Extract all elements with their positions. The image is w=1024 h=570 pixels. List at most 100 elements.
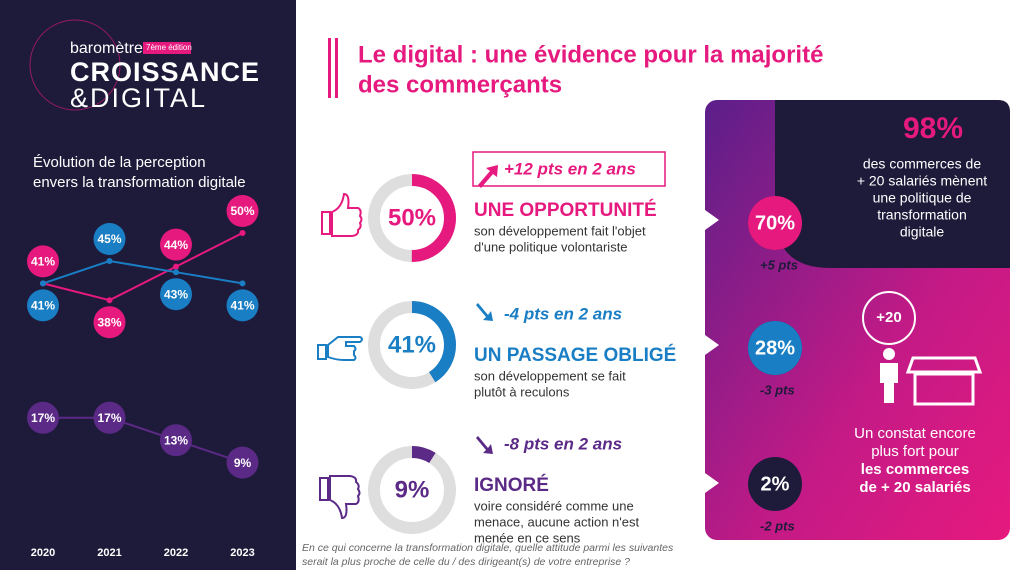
big-value: 2% <box>761 473 790 495</box>
pointers <box>705 210 719 493</box>
value-bubble <box>160 278 192 311</box>
value-label: 44% <box>164 238 188 252</box>
badge-label: +20 <box>876 309 901 326</box>
data-point <box>106 297 113 304</box>
value-label: 17% <box>97 411 121 425</box>
change: +12 pts en 2 ans <box>504 159 636 178</box>
panel-text: une politique de <box>873 190 972 206</box>
shop-icon <box>905 356 983 406</box>
brand-line1: baromètre <box>70 40 143 57</box>
big-change: -2 pts <box>760 518 795 533</box>
row-description: menace, aucune action n'est <box>474 514 639 529</box>
icons <box>317 151 983 520</box>
row-label: IGNORÉ <box>474 474 549 496</box>
value-bubble <box>226 289 259 322</box>
value-label: 13% <box>164 433 188 447</box>
row-description: menée en ce sens <box>474 530 581 545</box>
row-description: son développement fait l'objet <box>474 223 646 238</box>
change: -4 pts en 2 ans <box>504 304 622 323</box>
row-description: plutôt à reculons <box>474 384 570 399</box>
footnote: serait la plus proche de celle du / des … <box>302 556 630 568</box>
conclusion: plus fort pour <box>871 443 959 460</box>
arrow-down-icon <box>476 436 493 454</box>
brand-line3: &DIGITAL <box>70 83 207 113</box>
value-bubble <box>27 289 59 322</box>
donut-label: 9% <box>395 476 430 503</box>
x-tick-label: 2023 <box>230 547 254 559</box>
series-line <box>43 416 243 464</box>
data-point <box>173 263 179 270</box>
donut-label: 41% <box>388 331 436 358</box>
donut-arc <box>368 301 456 389</box>
brand-edition: 7ème édition <box>146 43 192 52</box>
value-bubble <box>226 195 259 227</box>
value-bubble <box>27 401 59 434</box>
page-title: des commerçants <box>358 71 562 98</box>
panel-text: + 20 salariés mènent <box>857 173 987 189</box>
badge-ring <box>862 291 916 345</box>
brand-deco <box>29 19 121 111</box>
value-bubble <box>93 306 126 339</box>
change: -8 pts en 2 ans <box>504 434 622 453</box>
series-line <box>42 259 243 285</box>
value-bubble <box>160 424 192 457</box>
chart-title: Évolution de la perception <box>33 154 206 171</box>
donut-arc <box>368 446 456 534</box>
big-change: -3 pts <box>760 382 795 397</box>
brand-line2: CROISSANCE <box>70 57 260 87</box>
panel-dark-corner <box>775 100 1010 268</box>
data-point <box>106 258 113 264</box>
value-label: 38% <box>97 315 121 329</box>
value-label: 50% <box>230 204 254 218</box>
arrow-up-icon <box>478 165 498 188</box>
data-point <box>239 280 246 287</box>
thumb-up-icon <box>321 192 363 237</box>
donut-label: 50% <box>388 204 436 231</box>
big-bubble-fill <box>748 321 802 375</box>
value-label: 43% <box>164 287 188 301</box>
title-bar <box>335 38 338 98</box>
row-label: UN PASSAGE OBLIGÉ <box>474 344 676 366</box>
value-label: 45% <box>97 232 121 246</box>
value-label: 41% <box>31 255 55 269</box>
data-point <box>239 230 246 236</box>
title-bar <box>328 38 331 98</box>
conclusion: Un constat encore <box>854 425 976 442</box>
edition-tag <box>143 42 191 54</box>
value-label: 17% <box>31 411 55 425</box>
value-label: 41% <box>31 299 55 313</box>
big-bubble <box>748 457 802 511</box>
data-point <box>40 280 46 287</box>
panel-text: transformation <box>877 207 966 223</box>
panel-text: des commerces de <box>863 156 981 172</box>
big-bubble-fill <box>748 196 802 250</box>
arrow-down-icon <box>476 303 493 321</box>
value-bubble <box>93 223 126 255</box>
row-description: voire considéré comme une <box>474 498 634 513</box>
panel-text: digitale <box>900 224 945 240</box>
panel-headline: 98% <box>903 112 963 145</box>
value-bubble <box>93 401 126 434</box>
conclusion-bold: de + 20 salariés <box>859 479 970 496</box>
row-description: son développement se fait <box>474 368 626 383</box>
x-tick-label: 2022 <box>164 547 188 559</box>
change-box <box>472 151 666 187</box>
chart-title: envers la transformation digitale <box>33 174 246 191</box>
x-tick-label: 2020 <box>31 547 55 559</box>
big-value: 70% <box>755 212 795 234</box>
person-head <box>883 348 895 360</box>
value-label: 9% <box>234 456 252 470</box>
row-label: UNE OPPORTUNITÉ <box>474 199 657 221</box>
person-body <box>880 363 898 403</box>
pointing-icon <box>317 336 363 361</box>
value-bubble <box>160 228 192 261</box>
x-tick-label: 2021 <box>97 547 121 559</box>
page-title: Le digital : une évidence pour la majori… <box>358 41 823 68</box>
conclusion-bold: les commerces <box>861 461 969 478</box>
value-label: 41% <box>230 299 254 313</box>
data-point <box>173 269 179 276</box>
series-line <box>42 232 243 302</box>
big-change: +5 pts <box>760 257 798 272</box>
donut-arc <box>368 174 456 262</box>
